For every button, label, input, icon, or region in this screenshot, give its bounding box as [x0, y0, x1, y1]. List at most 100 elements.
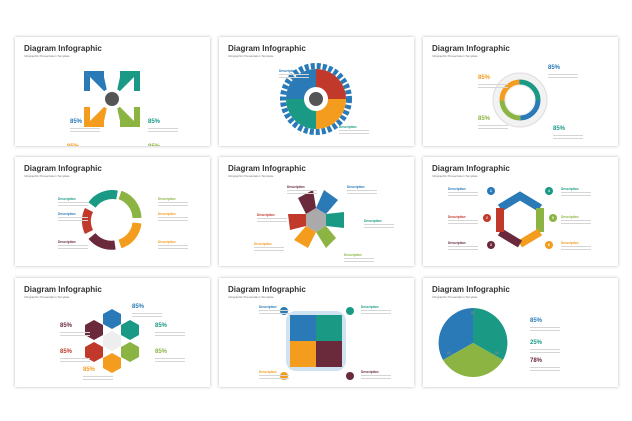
- placeholder-text-line: [287, 192, 317, 194]
- placeholder-text-line: [254, 249, 284, 251]
- placeholder-text-line: [478, 84, 508, 85]
- slide-title: Diagram Infographic: [228, 44, 306, 53]
- placeholder-text-line: [448, 246, 478, 247]
- slide-label: Description: [259, 305, 277, 309]
- diagram-graphic: [84, 71, 140, 127]
- placeholder-text-line: [254, 247, 284, 248]
- step-number: 01: [471, 311, 475, 315]
- slide-subtitle: Infographic Presentation Template: [228, 295, 274, 299]
- slide-label: Description: [561, 187, 579, 191]
- step-number: 3: [490, 243, 492, 247]
- slide-label: 85%: [478, 116, 491, 122]
- slide-thumbnail[interactable]: Diagram Infographic Infographic Presenta…: [423, 157, 618, 266]
- placeholder-text-line: [448, 192, 478, 193]
- placeholder-text-line: [58, 217, 88, 218]
- diagram-graphic: [438, 308, 508, 377]
- step-number: 02: [495, 351, 499, 355]
- slide-thumbnail[interactable]: Diagram Infographic Infographic Presenta…: [219, 157, 414, 266]
- slide-label: Description: [287, 185, 305, 189]
- slide-label: Description: [58, 197, 76, 201]
- slide-subtitle: Infographic Presentation Template: [432, 295, 478, 299]
- slide-label: 85%: [60, 323, 73, 329]
- slide-label: Description: [339, 125, 357, 129]
- slide-label: 85%: [60, 349, 73, 355]
- diagram-graphic: [81, 190, 142, 250]
- placeholder-text-line: [339, 132, 369, 134]
- slide-label: 85%: [155, 349, 168, 355]
- slide-label: 85%: [155, 323, 168, 329]
- slide-subtitle: Infographic Presentation Template: [432, 54, 478, 58]
- placeholder-text-line: [158, 202, 188, 203]
- placeholder-text-line: [530, 351, 560, 353]
- slide-thumbnail[interactable]: Diagram Infographic Infographic Presenta…: [15, 278, 210, 387]
- placeholder-text-line: [561, 220, 591, 221]
- slide-label: 85%: [83, 367, 96, 373]
- slide-subtitle: Infographic Presentation Template: [24, 295, 70, 299]
- placeholder-text-line: [530, 367, 560, 368]
- placeholder-text-line: [155, 358, 185, 359]
- slide-label: 25%: [530, 340, 543, 346]
- placeholder-text-line: [158, 204, 188, 206]
- placeholder-text-line: [60, 360, 90, 362]
- slide-label: 85%: [148, 144, 160, 146]
- placeholder-text-line: [347, 190, 377, 191]
- slide-thumbnail[interactable]: Diagram Infographic Infographic Presenta…: [219, 278, 414, 387]
- slide-label: 85%: [70, 119, 83, 125]
- placeholder-text-line: [339, 130, 369, 131]
- slide-label: Description: [58, 240, 76, 244]
- placeholder-text-line: [259, 310, 289, 311]
- placeholder-text-line: [530, 349, 560, 350]
- placeholder-text-line: [548, 76, 578, 78]
- placeholder-text-line: [155, 360, 185, 362]
- slide-label: Description: [259, 370, 277, 374]
- slide-label: Description: [448, 241, 466, 245]
- slide-title: Diagram Infographic: [24, 164, 102, 173]
- placeholder-text-line: [361, 375, 391, 376]
- slide-title: Diagram Infographic: [432, 164, 510, 173]
- slide-subtitle: Infographic Presentation Template: [432, 174, 478, 178]
- slide-label: Description: [561, 241, 579, 245]
- placeholder-text-line: [561, 194, 591, 196]
- step-number: 1: [490, 189, 492, 193]
- step-number: 6: [548, 243, 550, 247]
- slide-thumbnail[interactable]: Diagram Infographic Infographic Presenta…: [423, 37, 618, 146]
- placeholder-text-line: [361, 310, 391, 311]
- placeholder-text-line: [530, 327, 560, 328]
- placeholder-text-line: [155, 332, 185, 333]
- diagram-graphic: [288, 190, 344, 248]
- placeholder-text-line: [344, 260, 374, 262]
- placeholder-text-line: [561, 192, 591, 193]
- slide-label: Description: [158, 197, 176, 201]
- slide-label: Description: [158, 240, 176, 244]
- slide-subtitle: Infographic Presentation Template: [228, 174, 274, 178]
- placeholder-text-line: [478, 86, 508, 88]
- step-number: 2: [486, 216, 488, 220]
- placeholder-text-line: [70, 128, 100, 129]
- slide-thumbnail[interactable]: Diagram Infographic Infographic Presenta…: [15, 157, 210, 266]
- slide-label: Description: [158, 212, 176, 216]
- slide-label: 85%: [148, 119, 161, 125]
- placeholder-text-line: [83, 378, 113, 380]
- slide-label: Description: [448, 215, 466, 219]
- placeholder-text-line: [448, 194, 478, 196]
- slide-subtitle: Infographic Presentation Template: [24, 54, 70, 58]
- placeholder-text-line: [344, 258, 374, 259]
- placeholder-text-line: [60, 334, 90, 336]
- placeholder-text-line: [259, 312, 289, 314]
- placeholder-text-line: [259, 375, 289, 376]
- placeholder-text-line: [148, 130, 178, 132]
- slide-label: Description: [561, 215, 579, 219]
- placeholder-text-line: [60, 358, 90, 359]
- placeholder-text-line: [155, 334, 185, 336]
- slide-label: Description: [257, 213, 275, 217]
- slide-label: 85%: [553, 126, 566, 132]
- placeholder-text-line: [158, 247, 188, 249]
- slide-label: Description: [344, 253, 362, 257]
- placeholder-text-line: [530, 369, 560, 371]
- placeholder-text-line: [158, 219, 188, 221]
- slide-thumbnail[interactable]: Diagram Infographic Infographic Presenta…: [219, 37, 414, 146]
- slide-label: Description: [448, 187, 466, 191]
- slide-thumbnail[interactable]: Diagram Infographic Infographic Presenta…: [15, 37, 210, 146]
- step-number: 5: [552, 216, 554, 220]
- slide-thumbnail[interactable]: Diagram Infographic Infographic Presenta…: [423, 278, 618, 387]
